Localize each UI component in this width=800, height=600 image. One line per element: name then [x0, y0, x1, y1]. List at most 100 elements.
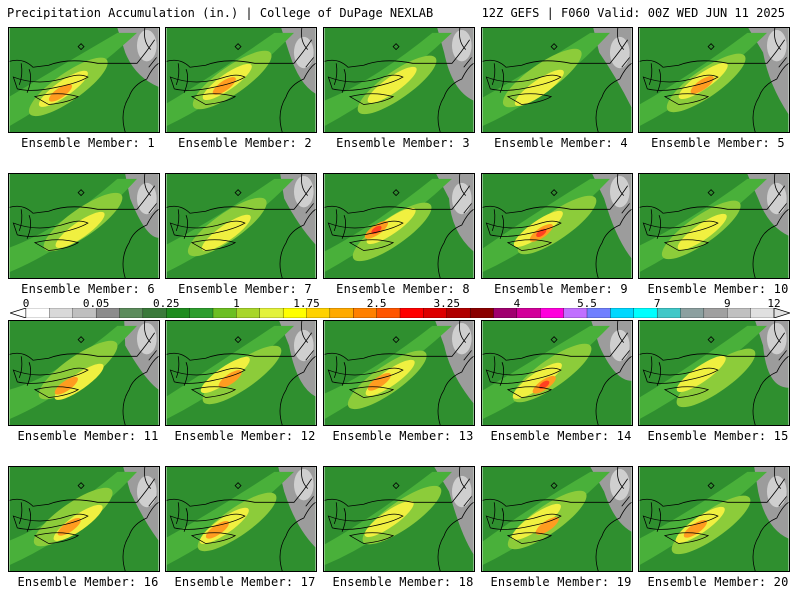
colorbar-tick-label: 0 — [22, 297, 30, 310]
colorbar-swatch — [446, 308, 471, 318]
header: Precipitation Accumulation (in.) | Colle… — [0, 0, 800, 24]
colorbar-swatch — [423, 308, 448, 318]
panel-caption: Ensemble Member: 9 — [494, 282, 628, 296]
precip-map — [481, 466, 633, 572]
panel-caption: Ensemble Member: 16 — [17, 575, 159, 589]
colorbar-swatch — [306, 308, 331, 318]
colorbar-swatch — [633, 308, 658, 318]
colorbar-swatch — [656, 308, 681, 318]
colorbar-swatch — [282, 308, 307, 318]
colorbar-swatch — [166, 308, 191, 318]
colorbar-swatch — [95, 308, 120, 318]
precip-map — [8, 320, 160, 426]
ensemble-panel: Ensemble Member: 14 — [481, 320, 633, 452]
precip-map — [8, 27, 160, 133]
panel-caption: Ensemble Member: 15 — [647, 429, 789, 443]
ensemble-panel: Ensemble Member: 19 — [481, 466, 633, 598]
panel-caption: Ensemble Member: 8 — [336, 282, 470, 296]
panel-caption: Ensemble Member: 4 — [494, 136, 628, 150]
ensemble-panel: Ensemble Member: 17 — [165, 466, 317, 598]
colorbar-swatch — [212, 308, 237, 318]
ensemble-panel: Ensemble Member: 11 — [8, 320, 160, 452]
chart-title: Precipitation Accumulation (in.) | Colle… — [7, 6, 434, 20]
colorbar-swatch — [353, 308, 378, 318]
colorbar-legend: 0 0.05 0.25 1 1.75 2.5 3.25 4 5.5 7 9 12 — [10, 297, 790, 319]
colorbar-swatch — [516, 308, 541, 318]
colorbar-tick-label: 1 — [233, 297, 240, 310]
colorbar-swatch — [493, 308, 518, 318]
colorbar-swatch — [329, 308, 354, 318]
precip-map — [165, 320, 317, 426]
colorbar-swatch — [727, 308, 752, 318]
precip-map — [323, 320, 475, 426]
ensemble-panel: Ensemble Member: 8 — [323, 173, 475, 305]
precip-map — [165, 173, 317, 279]
panel-caption: Ensemble Member: 14 — [490, 429, 632, 443]
colorbar-tick-label: 7 — [653, 297, 661, 310]
ensemble-panel: Ensemble Member: 6 — [8, 173, 160, 305]
precip-map — [638, 320, 790, 426]
colorbar-tick-label: 2.5 — [366, 297, 387, 310]
panel-caption: Ensemble Member: 1 — [21, 136, 155, 150]
precip-map — [638, 27, 790, 133]
panel-caption: Ensemble Member: 11 — [17, 429, 159, 443]
colorbar-swatch — [750, 308, 775, 318]
colorbar-tick-label: 12 — [767, 297, 781, 310]
precip-map — [481, 173, 633, 279]
ensemble-panel: Ensemble Member: 3 — [323, 27, 475, 159]
colorbar-swatch — [610, 308, 635, 318]
ensemble-panel: Ensemble Member: 9 — [481, 173, 633, 305]
precip-map — [8, 466, 160, 572]
precip-map — [165, 27, 317, 133]
precip-map — [638, 173, 790, 279]
colorbar-swatch — [586, 308, 611, 318]
ensemble-panel: Ensemble Member: 16 — [8, 466, 160, 598]
precip-map — [481, 27, 633, 133]
ensemble-panel: Ensemble Member: 1 — [8, 27, 160, 159]
colorbar-tick-label: 1.75 — [293, 297, 320, 310]
precip-map — [481, 320, 633, 426]
ensemble-panel: Ensemble Member: 2 — [165, 27, 317, 159]
ensemble-panel: Ensemble Member: 4 — [481, 27, 633, 159]
colorbar-left-arrow — [10, 308, 27, 318]
colorbar-swatch — [142, 308, 167, 318]
colorbar-swatch — [25, 308, 50, 318]
ensemble-panel: Ensemble Member: 7 — [165, 173, 317, 305]
colorbar-swatch — [540, 308, 565, 318]
panel-caption: Ensemble Member: 12 — [174, 429, 316, 443]
colorbar-swatch — [49, 308, 74, 318]
ensemble-panel: Ensemble Member: 12 — [165, 320, 317, 452]
precip-map — [165, 466, 317, 572]
colorbar-scale — [10, 308, 790, 318]
colorbar-tick-label: 4 — [513, 297, 521, 310]
colorbar-tick-label: 9 — [723, 297, 731, 310]
panel-caption: Ensemble Member: 10 — [647, 282, 789, 296]
precip-map — [323, 173, 475, 279]
panel-caption: Ensemble Member: 7 — [178, 282, 312, 296]
panel-caption: Ensemble Member: 17 — [174, 575, 316, 589]
colorbar-swatch — [469, 308, 494, 318]
ensemble-panel: Ensemble Member: 20 — [638, 466, 790, 598]
precip-map — [8, 173, 160, 279]
ensemble-panel: Ensemble Member: 15 — [638, 320, 790, 452]
colorbar-ticks: 0 0.05 0.25 1 1.75 2.5 3.25 4 5.5 7 9 12 — [10, 297, 790, 310]
precip-map — [638, 466, 790, 572]
precip-map — [323, 466, 475, 572]
colorbar-swatch — [189, 308, 214, 318]
panel-caption: Ensemble Member: 5 — [651, 136, 785, 150]
panel-caption: Ensemble Member: 6 — [21, 282, 155, 296]
colorbar-swatch — [119, 308, 144, 318]
precip-map — [323, 27, 475, 133]
panel-caption: Ensemble Member: 20 — [647, 575, 789, 589]
ensemble-panel: Ensemble Member: 10 — [638, 173, 790, 305]
ensemble-panel: Ensemble Member: 5 — [638, 27, 790, 159]
colorbar-tick-label: 5.5 — [577, 297, 597, 310]
colorbar-tick-label: 3.25 — [433, 297, 461, 310]
colorbar-swatch — [563, 308, 588, 318]
panel-caption: Ensemble Member: 2 — [178, 136, 312, 150]
colorbar-swatch — [72, 308, 97, 318]
colorbar-right-arrow — [773, 308, 790, 318]
panel-caption: Ensemble Member: 3 — [336, 136, 470, 150]
panel-caption: Ensemble Member: 18 — [332, 575, 474, 589]
